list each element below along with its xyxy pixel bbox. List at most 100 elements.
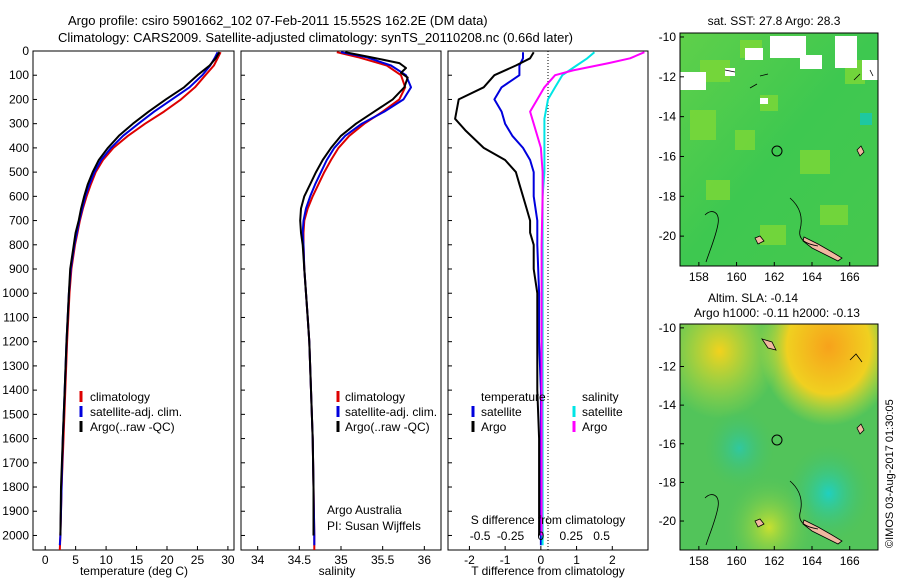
sst-map-ytick-label: -12 <box>659 70 677 84</box>
sla-map-bathymetry-contours <box>704 353 863 546</box>
temperature-xtick-label: 15 <box>130 553 144 567</box>
depth-tick-label: 700 <box>9 214 29 228</box>
temperature-legend-clim: climatology <box>90 390 150 404</box>
salinity-panel: 34 34.5 35 35.5 36 salinity climatology sate… <box>240 50 442 578</box>
difference-xtick-label: 0 <box>538 553 545 567</box>
sst-map-xtick-label: 164 <box>802 270 822 284</box>
salinity-xlabel: salinity <box>319 564 356 578</box>
difference-legend-t-sat: satellite <box>481 405 522 419</box>
salinity-annotation-line2: PI: Susan Wijffels <box>327 519 421 533</box>
difference-series-temperature-satellite <box>493 52 542 546</box>
depth-tick-label: 200 <box>9 92 29 106</box>
depth-tick-label: 300 <box>9 117 29 131</box>
salinity-legend-sat: satellite-adj. clim. <box>345 405 437 419</box>
difference-s-tick-label: 0.5 <box>593 529 610 543</box>
depth-tick-label: 500 <box>9 165 29 179</box>
temperature-xlabel: temperature (deg C) <box>80 564 188 578</box>
temperature-panel-frame <box>32 50 235 551</box>
sla-map-xtick-label: 164 <box>802 554 822 568</box>
sla-map-ytick-label: -16 <box>659 437 677 451</box>
difference-x-ticks: -2 -1 0 1 2 <box>464 546 616 567</box>
temperature-xtick-label: 25 <box>191 553 205 567</box>
difference-s-tick-label: -0.25 <box>497 529 525 543</box>
salinity-series-argo-raw-qc- <box>299 51 409 536</box>
sla-map-ytick-label: -12 <box>659 359 677 373</box>
sst-map-ytick-label: -14 <box>659 110 677 124</box>
depth-tick-label: 1800 <box>2 480 29 494</box>
depth-tick-label: 600 <box>9 189 29 203</box>
depth-tick-label: 2000 <box>2 528 29 542</box>
temperature-series-satellite-adj-clim- <box>58 51 219 546</box>
difference-xtick-label: 1 <box>573 553 580 567</box>
salinity-legend-argo: Argo(..raw -QC) <box>345 420 430 434</box>
difference-series-salinity-argo <box>529 51 645 536</box>
depth-tick-label: 1200 <box>2 335 29 349</box>
difference-series-salinity-satellite <box>541 51 596 546</box>
sla-map-ytick-label: -10 <box>659 321 677 335</box>
sla-map-float-marker <box>771 434 783 446</box>
difference-s-ticks: -0.5 -0.25 0 0.25 0.5 <box>470 529 610 543</box>
temperature-series-group <box>58 51 222 550</box>
difference-legend-s-sat: satellite <box>582 405 623 419</box>
salinity-xtick-label: 36 <box>418 553 432 567</box>
difference-xtick-label: -1 <box>500 553 511 567</box>
difference-s-tick-label: 0.25 <box>560 529 584 543</box>
difference-xtick-label: -2 <box>464 553 475 567</box>
sst-map-ytick-label: -16 <box>659 149 677 163</box>
sst-map-xtick-label: 158 <box>689 270 709 284</box>
sla-map-frame <box>679 323 879 551</box>
sla-map-xtick-label: 162 <box>764 554 784 568</box>
salinity-xtick-label: 35 <box>334 553 348 567</box>
sla-map-land <box>754 338 865 545</box>
temperature-xtick-label: 5 <box>72 553 79 567</box>
difference-s-label: S difference from climatology <box>471 513 626 527</box>
sla-map-xtick-label: 158 <box>689 554 709 568</box>
depth-tick-label: 1500 <box>2 407 29 421</box>
sst-map-ytick-label: -18 <box>659 189 677 203</box>
difference-legend-s-argo: Argo <box>582 420 608 434</box>
depth-tick-label: 1300 <box>2 359 29 373</box>
sla-map-xtick-label: 166 <box>840 554 860 568</box>
depth-tick-label: 1100 <box>3 310 29 324</box>
sst-map-xtick-label: 166 <box>840 270 860 284</box>
difference-s-tick-label: -0.5 <box>470 529 491 543</box>
sla-map-ticks: 158 160 162 164 166 -10 -12 -14 -16 -18 -20 <box>659 321 860 568</box>
difference-s-tick-label: 0 <box>538 529 545 543</box>
temperature-legend-sat: satellite-adj. clim. <box>90 405 182 419</box>
temperature-xtick-label: 20 <box>160 553 174 567</box>
sst-map-ytick-label: -20 <box>659 229 677 243</box>
temperature-series-climatology <box>58 51 222 550</box>
salinity-legend-clim: climatology <box>345 390 405 404</box>
depth-tick-label: 800 <box>9 238 29 252</box>
temperature-xtick-label: 0 <box>42 553 49 567</box>
depth-tick-label: 1900 <box>2 504 29 518</box>
difference-panel: -2 -1 0 1 2 -0.5 -0.25 0 0.25 0.5 T difference f… <box>447 50 649 578</box>
salinity-xtick-label: 34.5 <box>288 553 312 567</box>
sst-map-title: sat. SST: 27.8 Argo: 28.3 <box>708 14 841 28</box>
imos-credit: ©IMOS 03-Aug-2017 01:30:05 <box>884 399 896 548</box>
depth-tick-label: 400 <box>9 141 29 155</box>
sla-map-ytick-label: -18 <box>659 475 677 489</box>
difference-series-temperature-argo <box>454 51 541 536</box>
sla-map-ytick-label: -20 <box>659 514 677 528</box>
difference-series-group <box>454 51 645 546</box>
difference-xtick-label: 2 <box>609 553 616 567</box>
depth-tick-label: 1000 <box>2 286 29 300</box>
temperature-xtick-label: 10 <box>99 553 113 567</box>
depth-tick-label: 1600 <box>2 432 29 446</box>
temperature-legend: climatology satellite-adj. clim. Argo(..… <box>79 390 182 434</box>
difference-legend: temperature satellite Argo salinity sate… <box>471 390 623 434</box>
sla-map-xtick-label: 160 <box>727 554 747 568</box>
sst-map-land <box>754 145 865 262</box>
salinity-legend: climatology satellite-adj. clim. Argo(..… <box>336 390 437 434</box>
salinity-xtick-label: 34 <box>251 553 265 567</box>
depth-tick-label: 0 <box>22 44 29 58</box>
sst-map-warm-pixel <box>860 113 872 125</box>
salinity-xtick-label: 35.5 <box>371 553 395 567</box>
sla-map-title-line2: Argo h1000: -0.11 h2000: -0.13 <box>694 306 860 320</box>
depth-tick-label: 1700 <box>2 456 29 470</box>
temperature-series-argo-raw-qc- <box>59 51 221 536</box>
sst-map-float-marker <box>771 145 783 157</box>
sla-map-field-warm3 <box>680 324 878 550</box>
